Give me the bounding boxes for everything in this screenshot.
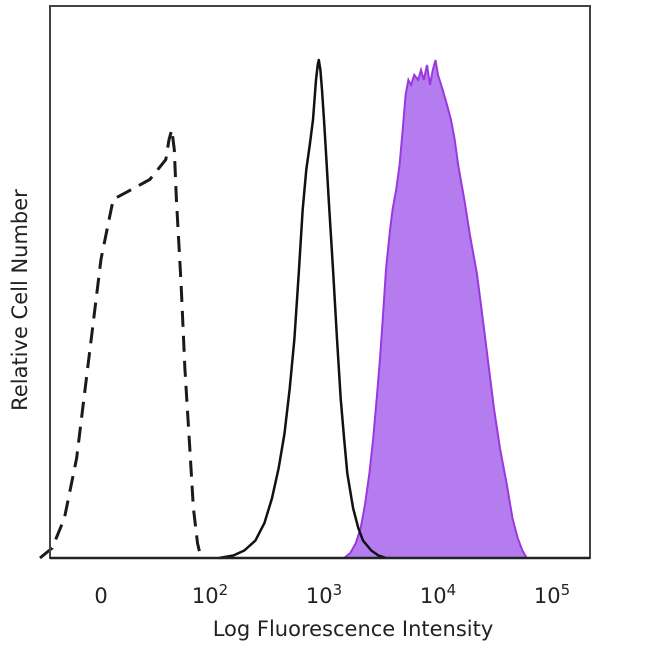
- x-tick-label-0: 0: [94, 584, 107, 608]
- x-axis-title: Log Fluorescence Intensity: [213, 617, 494, 641]
- y-axis-title: Relative Cell Number: [8, 189, 32, 411]
- x-tick-layer: 0 102 103 104 105: [94, 581, 570, 608]
- x-tick-label-2: 103: [306, 581, 342, 608]
- series-layer: [39, 58, 529, 560]
- x-tick-label-3: 104: [420, 581, 456, 608]
- series-dashed-0: [39, 128, 203, 560]
- x-tick-label-4: 105: [534, 581, 570, 608]
- series-solid-1: [218, 58, 387, 560]
- series-filled-2: [341, 59, 529, 559]
- x-tick-label-1: 102: [192, 581, 228, 608]
- plot-frame: [49, 5, 591, 559]
